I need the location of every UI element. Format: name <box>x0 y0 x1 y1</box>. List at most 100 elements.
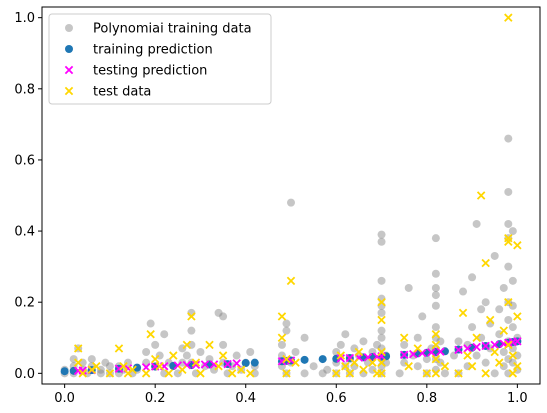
data-point <box>250 358 259 367</box>
data-point <box>214 308 223 317</box>
legend-label: test data <box>93 85 151 100</box>
data-point <box>341 361 350 371</box>
data-point <box>282 369 291 378</box>
data-point <box>114 344 124 353</box>
data-point <box>377 237 386 246</box>
data-point <box>345 369 355 378</box>
data-point <box>114 364 124 373</box>
data-point <box>377 333 386 342</box>
data-point <box>291 347 300 356</box>
data-point <box>399 350 409 360</box>
data-point <box>214 361 223 371</box>
x-tick-label: 0.8 <box>416 391 437 406</box>
data-point <box>454 337 463 346</box>
data-point <box>440 369 449 378</box>
data-point <box>431 323 440 332</box>
data-point <box>400 340 409 349</box>
data-point <box>463 344 472 353</box>
data-point <box>318 355 327 364</box>
data-point <box>359 365 368 375</box>
data-point <box>277 357 287 366</box>
data-point <box>200 360 210 369</box>
data-point <box>223 359 232 369</box>
data-point <box>187 326 196 335</box>
data-point <box>481 258 490 268</box>
data-point <box>490 251 499 260</box>
data-point <box>504 315 513 324</box>
data-point <box>413 362 422 371</box>
data-point <box>282 326 291 335</box>
data-point <box>209 360 219 369</box>
data-point <box>196 347 205 356</box>
data-point <box>246 347 255 356</box>
data-point <box>377 230 386 239</box>
data-point <box>277 340 286 349</box>
data-point <box>454 345 463 355</box>
data-point <box>413 344 423 353</box>
x-tick-label: 0.4 <box>235 391 256 406</box>
data-point <box>146 319 155 328</box>
data-point <box>300 369 309 378</box>
data-point <box>336 354 346 363</box>
data-point <box>187 312 196 321</box>
data-point <box>513 337 522 346</box>
data-point <box>169 351 178 360</box>
data-point <box>472 333 481 343</box>
data-point <box>277 333 287 343</box>
data-point <box>431 234 440 243</box>
data-point <box>431 329 441 339</box>
data-point <box>336 340 345 349</box>
data-point <box>490 347 499 357</box>
data-point <box>395 369 404 378</box>
data-point <box>232 351 241 360</box>
data-point <box>499 283 508 292</box>
data-point <box>182 351 191 360</box>
data-point <box>472 342 481 352</box>
series-3 <box>73 13 522 378</box>
data-point <box>481 341 490 351</box>
data-point <box>178 358 187 367</box>
data-point <box>490 369 499 378</box>
data-point <box>219 312 228 321</box>
data-point <box>431 369 441 378</box>
legend-marker <box>64 65 74 75</box>
data-point <box>508 276 517 285</box>
data-point <box>150 354 160 364</box>
data-point <box>454 369 463 378</box>
data-point <box>359 337 368 346</box>
data-point <box>246 369 255 378</box>
data-point <box>300 355 309 364</box>
data-point <box>504 134 513 143</box>
data-point <box>472 351 481 360</box>
data-point <box>236 365 246 375</box>
data-point <box>96 369 105 378</box>
data-point <box>287 198 295 207</box>
data-point <box>286 276 296 286</box>
legend-marker <box>64 86 74 96</box>
data-point <box>431 340 441 350</box>
data-point <box>142 347 151 356</box>
x-tick-label: 0.0 <box>54 391 75 406</box>
data-point <box>504 237 513 246</box>
data-point <box>513 241 522 250</box>
data-point <box>141 369 151 378</box>
data-point <box>205 340 214 350</box>
data-point <box>431 354 441 364</box>
data-point <box>282 319 291 328</box>
x-tick-label: 0.2 <box>145 391 166 406</box>
legend-label: testing prediction <box>93 64 207 79</box>
data-point <box>164 369 174 378</box>
data-point <box>468 273 477 282</box>
y-tick-label: 0.0 <box>14 367 35 382</box>
data-point <box>499 347 508 356</box>
data-point <box>282 354 291 364</box>
y-tick-label: 0.4 <box>14 225 35 240</box>
data-point <box>196 369 205 378</box>
data-point <box>350 358 359 367</box>
data-point <box>467 361 477 371</box>
data-point <box>377 358 386 367</box>
data-point <box>440 361 450 371</box>
data-point <box>508 227 517 236</box>
data-point <box>336 351 346 360</box>
